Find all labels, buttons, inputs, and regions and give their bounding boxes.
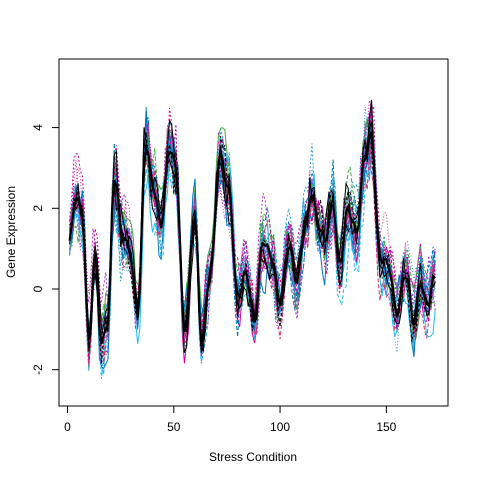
x-axis: 0 50 100 150 bbox=[64, 405, 397, 434]
expression-series-line bbox=[69, 116, 436, 364]
y-tick-label: -2 bbox=[31, 364, 45, 375]
y-tick-label: 4 bbox=[31, 124, 45, 131]
x-tick-label: 150 bbox=[376, 420, 396, 434]
x-tick-label: 100 bbox=[270, 420, 290, 434]
y-axis-title: Gene Expression bbox=[4, 186, 18, 278]
y-tick-label: 0 bbox=[31, 285, 45, 292]
x-tick-label: 0 bbox=[64, 420, 71, 434]
y-axis: -2 0 2 4 bbox=[31, 124, 60, 375]
mean-profile-line bbox=[68, 129, 436, 347]
expression-series-line bbox=[69, 117, 436, 356]
x-axis-title: Stress Condition bbox=[209, 450, 297, 464]
x-tick-label: 50 bbox=[167, 420, 181, 434]
y-tick-label: 2 bbox=[31, 205, 45, 212]
mean-profile-layer bbox=[68, 129, 436, 347]
